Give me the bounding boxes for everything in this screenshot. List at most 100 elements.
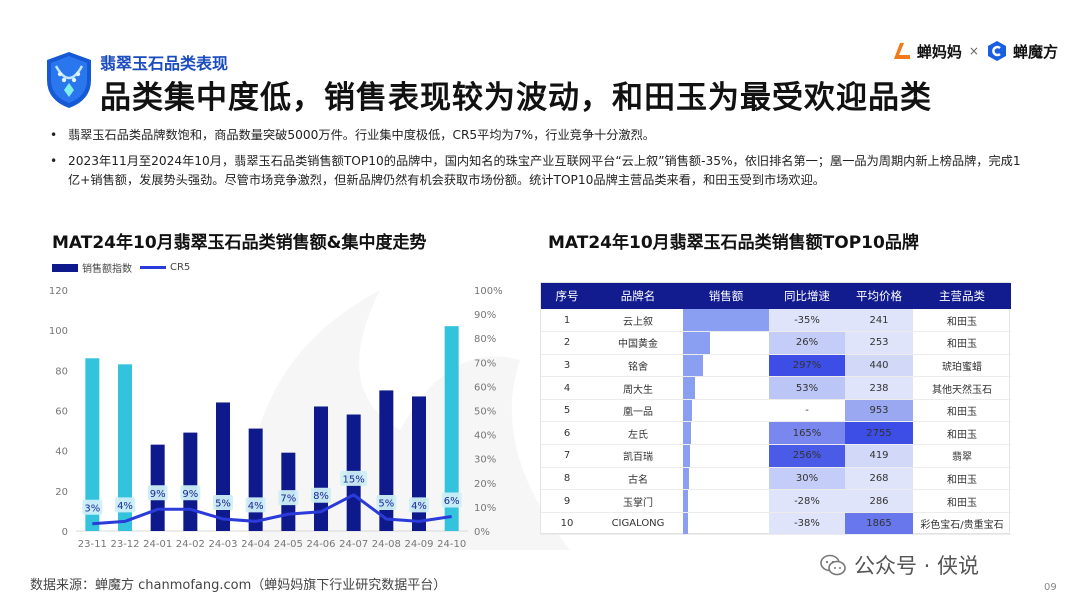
y-right-tick-label: 0% — [474, 527, 490, 538]
sales-bar — [683, 422, 691, 445]
cr5-data-label: 4% — [411, 501, 427, 512]
cell-sales — [683, 331, 769, 355]
cell-category: 翡翠 — [913, 444, 1011, 468]
bar-sales-index — [183, 432, 198, 531]
y-left-tick-label: 80 — [55, 366, 68, 377]
combo-chart: 0 20 40 60 80 100 120 0% 10% 20% 30% 40% 50% 60% 70% 80… — [49, 286, 503, 550]
cell-yoy: -38% — [769, 512, 845, 536]
x-tick-label: 24-01 — [143, 539, 172, 550]
cell-yoy: 30% — [769, 467, 845, 491]
x-tick-label: 24-03 — [208, 539, 237, 550]
y-right-tick-label: 60% — [474, 382, 496, 393]
watermark-logo-background — [247, 290, 570, 550]
table-row: 2 中国黄金 26% 253 和田玉 — [541, 331, 1011, 355]
right-chart-title: MAT24年10月翡翠玉石品类销售额TOP10品牌 — [548, 233, 919, 253]
sales-bar — [683, 490, 689, 512]
cr5-data-label: 3% — [84, 503, 100, 514]
y-right-tick-label: 10% — [474, 503, 496, 514]
table-row: 8 古名 30% 268 和田玉 — [541, 467, 1011, 491]
cell-category: 琥珀蜜蜡 — [913, 354, 1011, 378]
data-source-footer: 数据来源：蝉魔方 chanmofang.com（蝉妈妈旗下行业研究数据平台） — [30, 578, 447, 593]
sales-bar — [683, 377, 696, 399]
x-tick-label: 24-07 — [339, 539, 368, 550]
bullet-dot: • — [50, 128, 58, 142]
cell-sales — [683, 354, 769, 378]
table-header-row: 序号 品牌名 销售额 同比增速 平均价格 主营品类 — [541, 283, 1011, 309]
y-right-tick-label: 40% — [474, 431, 496, 442]
cell-rank: 1 — [541, 309, 593, 333]
x-tick-label: 24-02 — [176, 539, 205, 550]
cell-price: 268 — [845, 467, 913, 491]
cr5-data-label: 5% — [378, 498, 394, 509]
x-tick-label: 24-06 — [306, 539, 335, 550]
y-right-tick-label: 100% — [474, 286, 503, 297]
cell-rank: 9 — [541, 489, 593, 513]
table-row: 6 左氏 165% 2755 和田玉 — [541, 421, 1011, 446]
y-right-tick-label: 90% — [474, 310, 496, 321]
cell-brand: 古名 — [593, 467, 683, 491]
cell-rank: 8 — [541, 467, 593, 491]
summary-bullets: • 翡翠玉石品类品牌数饱和，商品数量突破5000万件。行业集中度极低，CR5平均… — [50, 126, 1030, 197]
x-tick-label: 24-10 — [437, 539, 466, 550]
cell-yoy: 53% — [769, 376, 845, 400]
table-row: 5 凰一品 -953 和田玉 — [541, 399, 1011, 423]
cell-brand: 中国黄金 — [593, 331, 683, 355]
cell-category: 彩色宝石/贵重宝石 — [913, 512, 1011, 536]
column-header: 销售额 — [683, 283, 769, 309]
cell-brand: CIGALONG — [593, 512, 683, 536]
cr5-label-box — [82, 499, 103, 515]
cell-yoy: - — [769, 399, 845, 423]
cr5-data-label: 15% — [343, 474, 365, 485]
cell-rank: 5 — [541, 399, 593, 423]
chart-legend: 销售额指数 CR5 — [52, 260, 190, 275]
x-tick-label: 24-04 — [241, 539, 270, 550]
cr5-label-box — [340, 470, 368, 486]
cell-price: 440 — [845, 354, 913, 378]
cr5-label-box — [180, 485, 201, 501]
cell-rank: 2 — [541, 331, 593, 355]
cell-price: 238 — [845, 376, 913, 400]
cr5-label-box — [278, 490, 299, 506]
cell-brand: 凰一品 — [593, 399, 683, 423]
cell-price: 953 — [845, 399, 913, 423]
cell-category: 其他天然玉石 — [913, 376, 1011, 400]
cr5-data-label: 6% — [444, 496, 460, 507]
x-tick-label: 24-05 — [274, 539, 303, 550]
cell-sales — [683, 489, 769, 513]
cr5-data-label: 8% — [313, 491, 329, 502]
cell-yoy: 256% — [769, 444, 845, 468]
table-row: 1 云上叙 -35% 241 和田玉 — [541, 309, 1011, 333]
x-tick-label: 23-12 — [110, 539, 139, 550]
cell-rank: 4 — [541, 376, 593, 400]
cell-sales — [683, 421, 769, 446]
y-left-tick-label: 60 — [55, 407, 68, 418]
wechat-account-name: 公众号 · 侠说 — [854, 554, 980, 578]
cr5-label-box — [311, 487, 331, 503]
cr5-data-label: 9% — [182, 489, 198, 500]
x-tick-label: 23-11 — [78, 539, 107, 550]
cell-brand: 左氏 — [593, 421, 683, 446]
cell-category: 和田玉 — [913, 309, 1011, 333]
page-number: 09 — [1044, 582, 1057, 593]
legend-label-cr5: CR5 — [170, 262, 191, 273]
cr5-label-box — [147, 485, 168, 501]
page-title: 品类集中度低，销售表现较为波动，和田玉为最受欢迎品类 — [100, 80, 932, 116]
cell-yoy: 165% — [769, 421, 845, 446]
cr5-label-box — [245, 497, 266, 513]
cell-price: 253 — [845, 331, 913, 355]
cell-sales — [683, 467, 769, 491]
cr5-data-label: 5% — [215, 498, 231, 509]
cell-category: 和田玉 — [913, 421, 1011, 446]
bar-sales-index — [248, 428, 263, 531]
cell-sales — [683, 399, 769, 423]
cell-yoy: 297% — [769, 354, 845, 378]
table-row: 9 玉掌门 -28% 286 和田玉 — [541, 489, 1011, 513]
y-left-tick-label: 100 — [49, 326, 68, 337]
x-tick-label: 24-08 — [372, 539, 401, 550]
sales-bar — [683, 399, 692, 422]
x-tick-label: 24-09 — [404, 539, 433, 550]
chanmofang-logo-icon — [987, 41, 1006, 61]
bullet-text: 2023年11月至2024年10月，翡翠玉石品类销售额TOP10的品牌中，国内知… — [68, 154, 1021, 187]
top10-brand-table: 序号 品牌名 销售额 同比增速 平均价格 主营品类 1 云上叙 -35% 241 和田玉… — [540, 282, 1011, 536]
cell-sales — [683, 444, 769, 468]
